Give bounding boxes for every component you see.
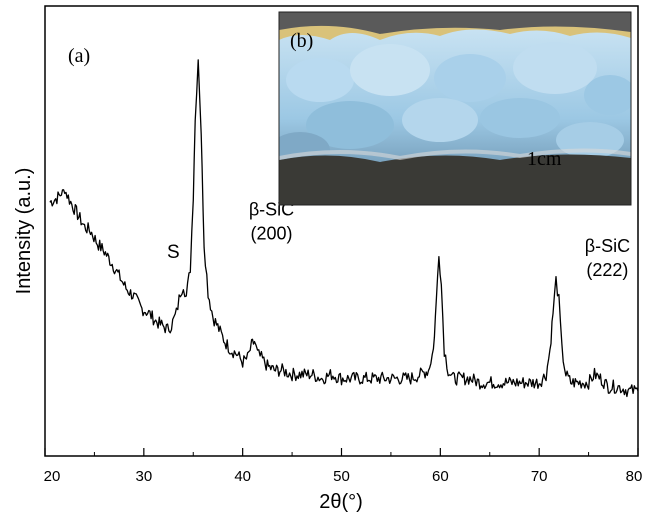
y-axis-label: Intensity (a.u.) <box>13 168 35 295</box>
series-line <box>49 59 639 398</box>
peak-label: S <box>167 242 180 263</box>
x-tick-label-60: 60 <box>432 468 449 485</box>
x-tick-label-30: 30 <box>135 468 152 485</box>
x-axis-ticks: 20 30 40 50 60 70 80 <box>44 448 643 485</box>
x-tick-label-80: 80 <box>626 468 643 485</box>
peak-miller-index: (222) <box>586 260 628 280</box>
peak-label: β-SiC <box>585 236 630 256</box>
inset-border <box>278 11 632 206</box>
x-tick-label-70: 70 <box>531 468 548 485</box>
panel-label-a: (a) <box>68 45 90 67</box>
inset-scale-text: 1cm <box>527 148 562 170</box>
peak-miller-index: (200) <box>250 224 292 244</box>
x-tick-label-20: 20 <box>44 468 61 485</box>
inset-label-b: (b) <box>290 30 313 52</box>
x-axis-label: 2θ(°) <box>319 491 363 513</box>
x-tick-label-50: 50 <box>333 468 350 485</box>
inset-photo <box>279 12 631 205</box>
x-tick-label-40: 40 <box>234 468 251 485</box>
